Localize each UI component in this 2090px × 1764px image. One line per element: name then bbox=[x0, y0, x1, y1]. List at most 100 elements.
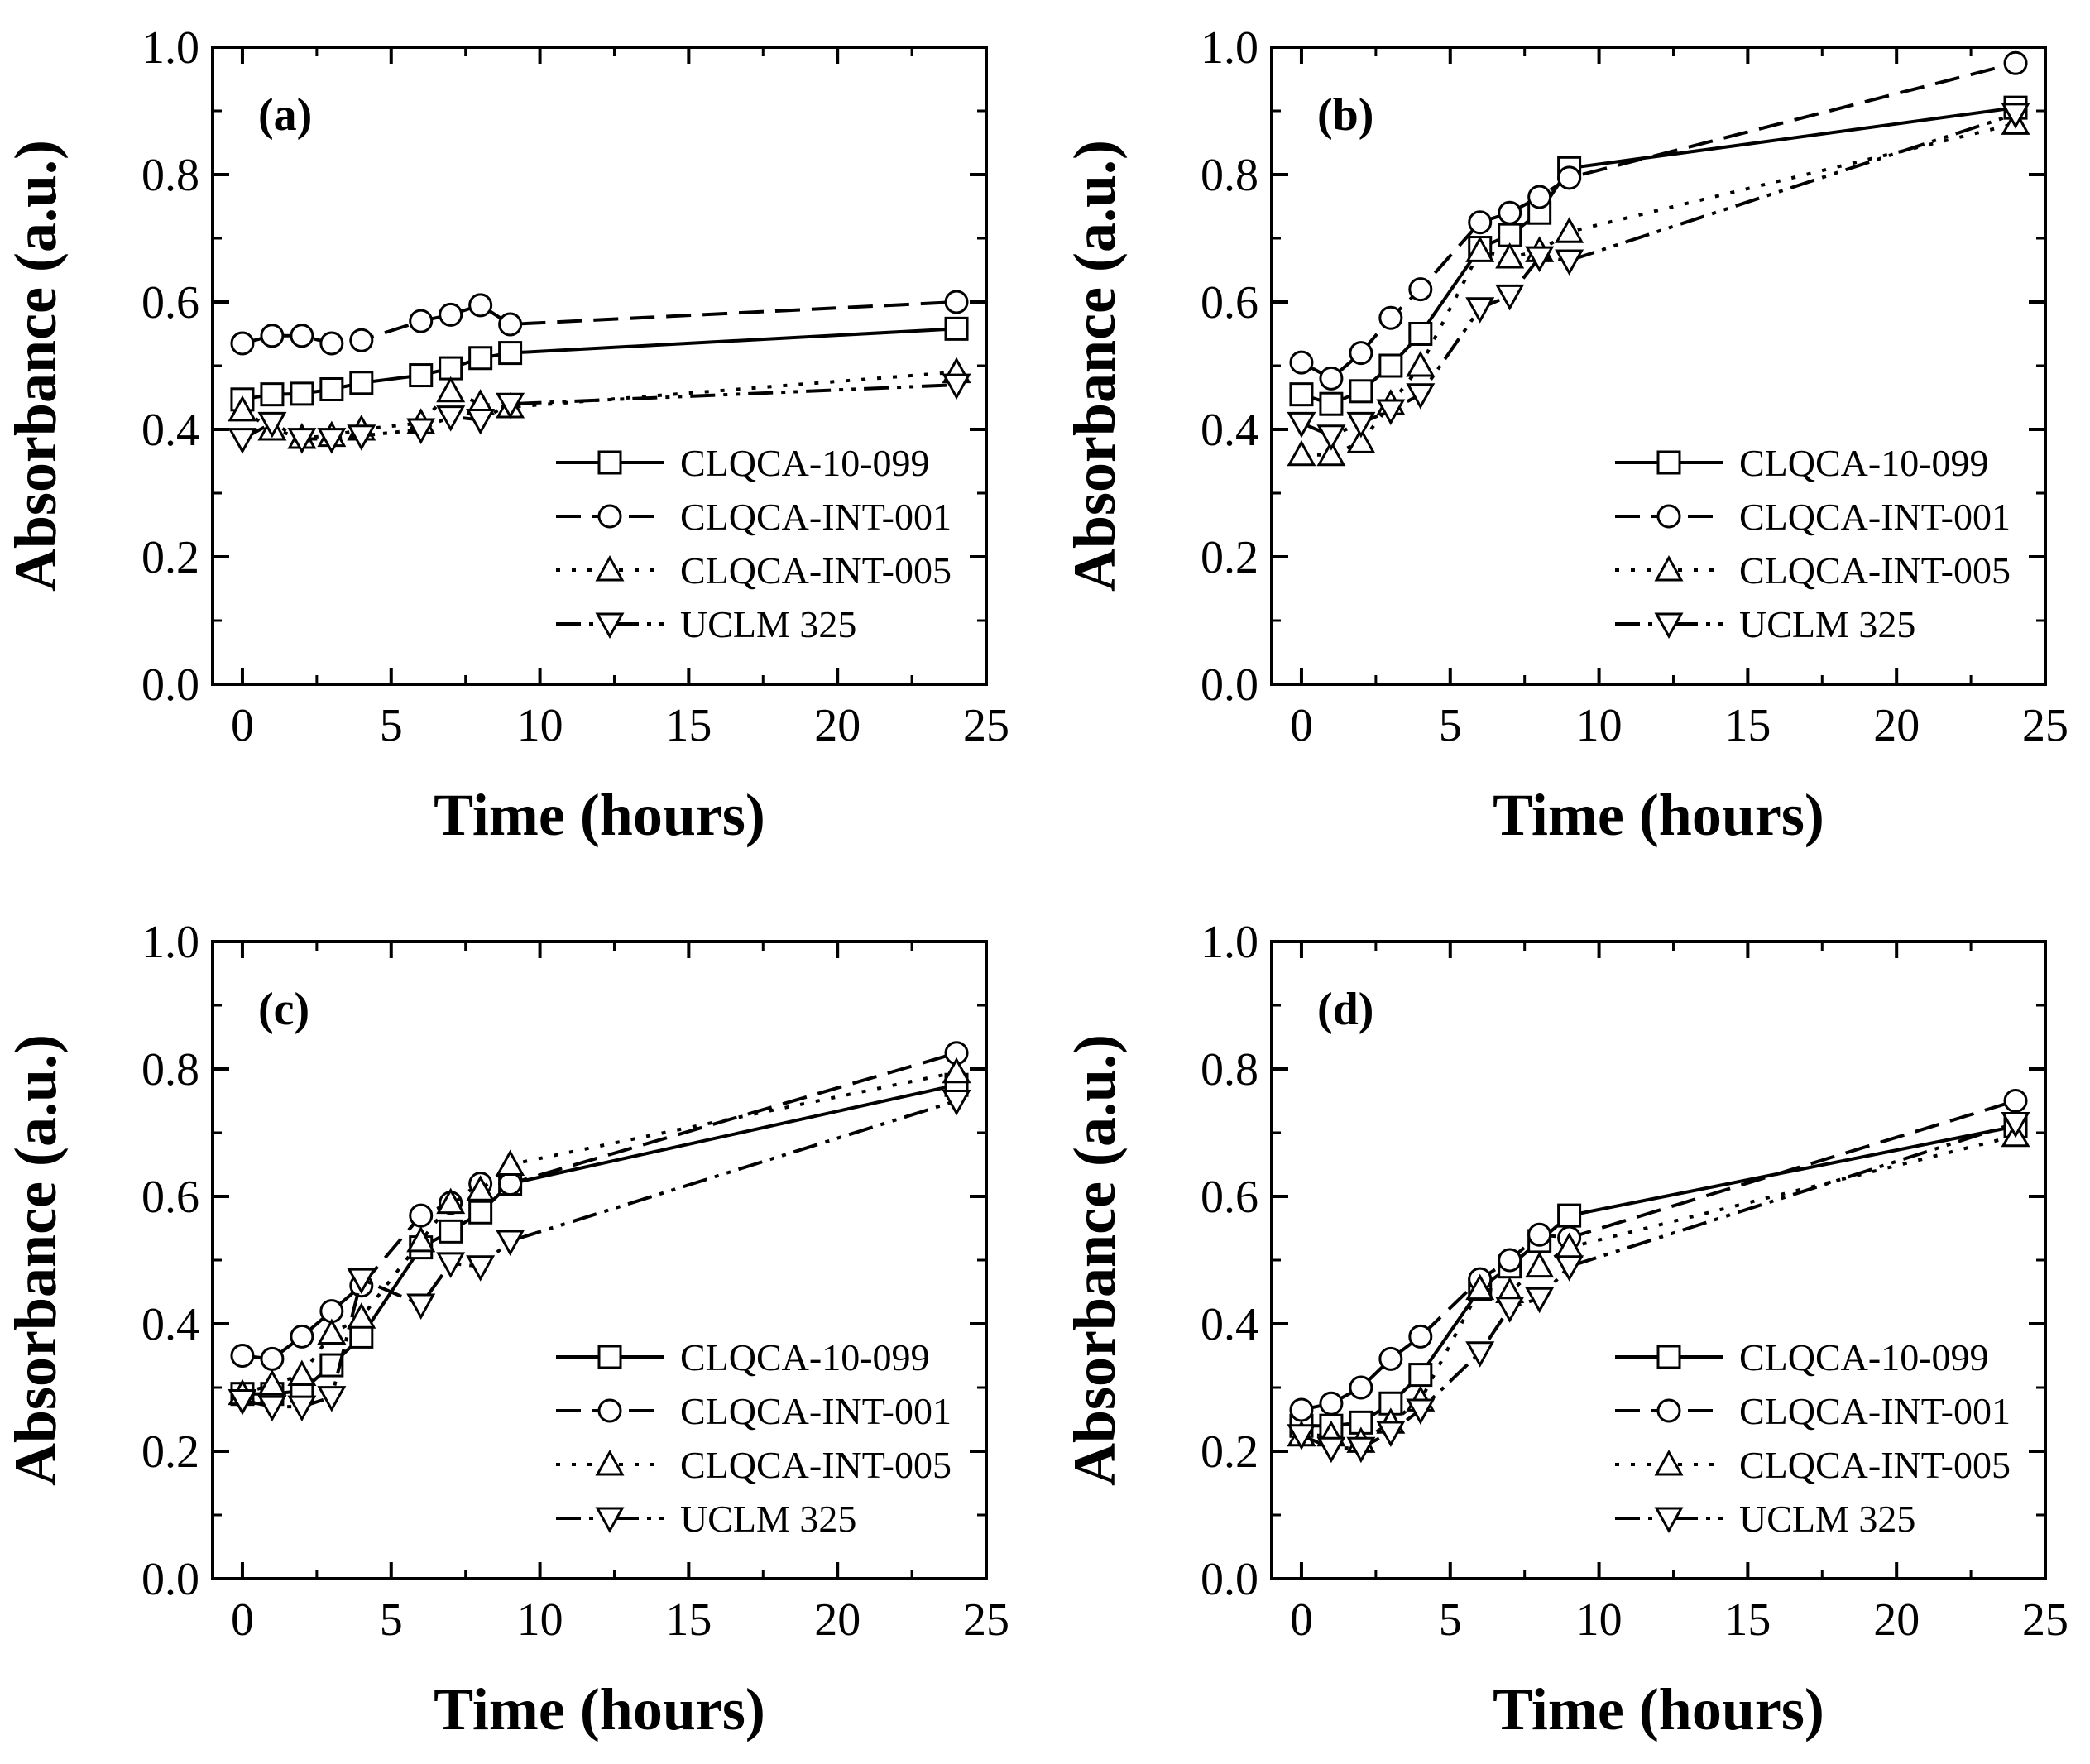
data-point-clqca-10-099 bbox=[498, 341, 523, 366]
legend-label-clqca-int-001: CLQCA-INT-001 bbox=[680, 496, 952, 538]
data-point-clqca-int-001 bbox=[944, 290, 969, 314]
y-tick-label: 0.8 bbox=[141, 1044, 199, 1095]
data-point-uclm-325 bbox=[942, 1090, 971, 1116]
x-tick-label: 20 bbox=[1873, 700, 1920, 751]
data-point-clqca-int-001 bbox=[1289, 350, 1314, 375]
legend-label-uclm-325: UCLM 325 bbox=[1739, 603, 1915, 645]
series-clqca-10-099 bbox=[230, 316, 969, 412]
data-point-clqca-10-099 bbox=[1319, 391, 1344, 416]
data-point-clqca-int-001 bbox=[1319, 1391, 1344, 1416]
data-point-uclm-325 bbox=[317, 428, 347, 454]
data-point-clqca-int-005 bbox=[466, 1175, 496, 1201]
y-tick-label: 0.0 bbox=[1201, 659, 1258, 711]
x-tick-label: 0 bbox=[1290, 1594, 1313, 1646]
data-point-clqca-int-001 bbox=[1408, 1324, 1433, 1349]
legend-marker-clqca-int-001 bbox=[1656, 504, 1681, 529]
data-point-uclm-325 bbox=[1287, 1424, 1316, 1450]
data-point-clqca-10-099 bbox=[260, 382, 285, 407]
data-point-clqca-10-099 bbox=[439, 1219, 463, 1244]
legend-label-clqca-int-005: CLQCA-INT-005 bbox=[680, 1444, 952, 1486]
data-point-clqca-10-099 bbox=[1408, 1363, 1433, 1388]
x-tick-label: 15 bbox=[665, 700, 712, 751]
y-axis-title: Absorbance (a.u.) bbox=[2, 140, 69, 592]
data-point-clqca-10-099 bbox=[349, 1324, 374, 1349]
data-point-uclm-325 bbox=[406, 418, 436, 445]
x-tick-label: 25 bbox=[2022, 1594, 2068, 1646]
data-point-clqca-int-001 bbox=[1289, 1397, 1314, 1422]
y-axis-title: Absorbance (a.u.) bbox=[1062, 1034, 1128, 1486]
series-line-clqca-int-001 bbox=[242, 1051, 957, 1361]
chart-panel-4: 0 5 10 15 20 25 0.0 0.2 0.4 0.6 0.8 1.0 Time (hours)… bbox=[1062, 917, 2068, 1742]
y-tick-label: 1.0 bbox=[141, 917, 199, 968]
legend-label-clqca-int-001: CLQCA-INT-001 bbox=[680, 1390, 952, 1432]
x-tick-label: 10 bbox=[1576, 700, 1623, 751]
data-point-clqca-int-005 bbox=[436, 376, 466, 403]
data-point-uclm-325 bbox=[1555, 1255, 1584, 1282]
y-tick-label: 1.0 bbox=[1201, 917, 1258, 968]
series-line-uclm-325 bbox=[1301, 112, 2016, 438]
data-point-uclm-325 bbox=[1525, 246, 1555, 273]
x-tick-label: 5 bbox=[1439, 700, 1462, 751]
legend-marker-clqca-int-005 bbox=[1654, 1449, 1684, 1476]
data-point-clqca-10-099 bbox=[319, 376, 344, 401]
data-point-clqca-int-001 bbox=[1319, 366, 1344, 391]
y-tick-label: 0.8 bbox=[1201, 150, 1258, 201]
y-axis-title: Absorbance (a.u.) bbox=[1062, 140, 1128, 592]
series-uclm-325 bbox=[228, 1090, 971, 1422]
data-point-uclm-325 bbox=[466, 408, 496, 435]
data-point-clqca-int-001 bbox=[498, 312, 523, 337]
data-point-uclm-325 bbox=[406, 1293, 436, 1320]
legend-label-clqca-10-099: CLQCA-10-099 bbox=[680, 1336, 930, 1378]
legend-label-clqca-10-099: CLQCA-10-099 bbox=[1739, 1336, 1989, 1378]
series-line-clqca-int-001 bbox=[1301, 61, 2016, 381]
data-point-clqca-int-001 bbox=[2003, 50, 2028, 75]
data-point-clqca-int-005 bbox=[1465, 1273, 1495, 1301]
data-point-clqca-int-001 bbox=[409, 309, 434, 333]
data-point-uclm-325 bbox=[228, 1388, 257, 1416]
data-point-clqca-int-001 bbox=[1527, 1222, 1552, 1247]
x-tick-label: 15 bbox=[1724, 1594, 1771, 1646]
series-clqca-10-099 bbox=[1289, 95, 2028, 416]
data-point-clqca-int-005 bbox=[496, 1149, 525, 1176]
legend-marker-clqca-10-099 bbox=[1656, 450, 1681, 475]
data-point-clqca-int-001 bbox=[409, 1203, 434, 1228]
x-tick-label: 5 bbox=[1439, 1594, 1462, 1646]
series-line-clqca-int-005 bbox=[1301, 122, 2016, 457]
data-point-uclm-325 bbox=[287, 1395, 317, 1422]
data-point-uclm-325 bbox=[1555, 249, 1584, 276]
y-tick-label: 0.6 bbox=[1201, 1172, 1258, 1223]
series-line-uclm-325 bbox=[242, 1099, 957, 1409]
legend-marker-clqca-int-001 bbox=[1656, 1398, 1681, 1423]
series-clqca-int-005 bbox=[1287, 108, 2030, 467]
series-uclm-325 bbox=[1287, 1111, 2030, 1464]
data-point-clqca-int-001 bbox=[439, 302, 463, 327]
series-line-uclm-325 bbox=[1301, 1121, 2016, 1450]
legend-label-clqca-int-005: CLQCA-INT-005 bbox=[1739, 549, 2011, 592]
data-point-uclm-325 bbox=[466, 1255, 496, 1282]
data-point-clqca-int-005 bbox=[1316, 439, 1346, 467]
data-point-clqca-int-005 bbox=[406, 1225, 436, 1253]
data-point-clqca-int-001 bbox=[230, 331, 255, 356]
data-point-clqca-int-001 bbox=[498, 1172, 523, 1196]
panel-label: (b) bbox=[1317, 89, 1373, 141]
legend-label-clqca-int-005: CLQCA-INT-005 bbox=[680, 549, 952, 592]
data-point-clqca-int-005 bbox=[1287, 439, 1316, 467]
series-line-clqca-10-099 bbox=[1301, 106, 2016, 406]
data-point-uclm-325 bbox=[942, 373, 971, 400]
data-point-uclm-325 bbox=[347, 1268, 376, 1295]
data-point-clqca-int-005 bbox=[1465, 236, 1495, 262]
data-point-uclm-325 bbox=[2001, 1111, 2030, 1138]
legend-label-clqca-int-005: CLQCA-INT-005 bbox=[1739, 1444, 2011, 1486]
y-tick-label: 0.2 bbox=[141, 1426, 199, 1478]
y-tick-label: 0.2 bbox=[1201, 1426, 1258, 1478]
data-point-uclm-325 bbox=[1525, 1287, 1555, 1314]
y-tick-label: 0.0 bbox=[141, 659, 199, 711]
legend-marker-uclm-325 bbox=[595, 612, 625, 640]
legend-marker-clqca-int-001 bbox=[597, 1398, 622, 1423]
y-tick-label: 0.4 bbox=[1201, 405, 1258, 456]
panel-label: (d) bbox=[1317, 984, 1373, 1035]
x-tick-label: 20 bbox=[814, 700, 860, 751]
chart-panel-3: 0 5 10 15 20 25 0.0 0.2 0.4 0.6 0.8 1.0 Time (hours)… bbox=[2, 917, 1009, 1742]
data-point-clqca-int-001 bbox=[1498, 200, 1522, 225]
data-point-clqca-10-099 bbox=[1349, 379, 1373, 404]
